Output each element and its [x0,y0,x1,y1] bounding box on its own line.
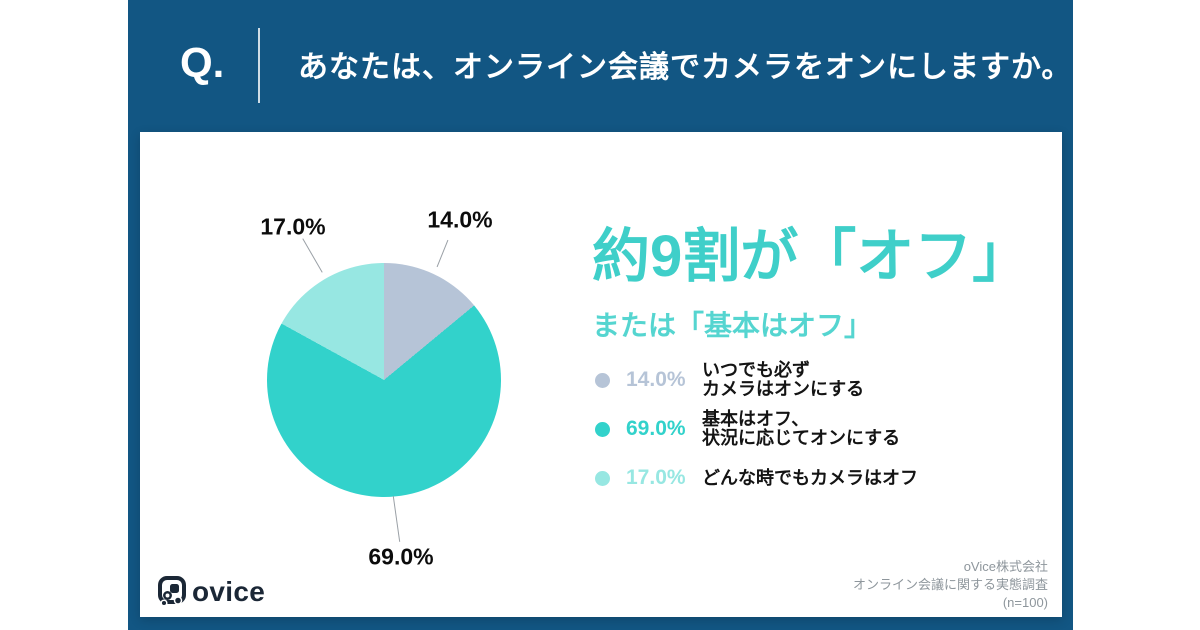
leader-line-14 [436,239,449,268]
legend-label-line1: いつでも必ず [702,360,810,380]
pie-slice-label-14: 14.0% [427,206,493,233]
legend-item: 17.0% どんな時でもカメラはオフ [595,459,918,497]
pie-slice-label-69: 69.0% [368,543,434,570]
ovice-logo: ovice [158,576,265,608]
legend-dot [595,470,610,486]
leader-line-69 [392,496,401,542]
pie-slice-label-17: 17.0% [260,213,326,240]
source-company: oVice株式会社 [963,559,1048,574]
legend-label-line2: 状況に応じてオンにする [702,428,901,448]
legend-item: 69.0% 基本はオフ、 状況に応じてオンにする [595,410,918,448]
source-sample: (n=100) [1002,595,1048,610]
legend-label-line1: 基本はオフ、 [702,409,810,429]
legend-dot [595,372,610,388]
legend-label: いつでも必ず カメラはオンにする [702,361,864,399]
legend-dot [595,421,610,437]
legend-label: どんな時でもカメラはオフ [702,467,918,488]
legend-pct: 14.0% [626,368,686,391]
legend-pct: 17.0% [626,466,686,489]
legend-label-line2: カメラはオンにする [702,379,865,399]
ovice-logo-icon [158,576,186,607]
question-title: あなたは、オンライン会議でカメラをオンにしますか。 [298,51,1073,84]
content-card: 14.0% 69.0% 17.0% 約9割が「オフ」 または「基本はオフ」 14… [140,132,1062,617]
header-divider [258,28,260,103]
pie-chart [267,263,501,497]
ovice-logo-text: ovice [192,576,266,607]
legend: 14.0% いつでも必ず カメラはオンにする 69.0% 基本はオフ、 状況に応… [595,361,918,497]
legend-label: 基本はオフ、 状況に応じてオンにする [702,410,900,448]
source-note: oVice株式会社 オンライン会議に関する実態調査 (n=100) [853,558,1048,612]
question-mark-label: Q. [180,39,225,86]
legend-item: 14.0% いつでも必ず カメラはオンにする [595,361,918,399]
legend-pct: 69.0% [626,417,686,440]
source-survey: オンライン会議に関する実態調査 [852,577,1048,592]
leader-line-17 [302,238,323,273]
legend-label-line1: どんな時でもカメラはオフ [702,467,918,488]
blue-panel: Q. あなたは、オンライン会議でカメラをオンにしますか。 14.0% 69.0%… [128,0,1073,630]
headline: 約9割が「オフ」 [592,224,1031,289]
subheadline: または「基本はオフ」 [592,310,873,341]
